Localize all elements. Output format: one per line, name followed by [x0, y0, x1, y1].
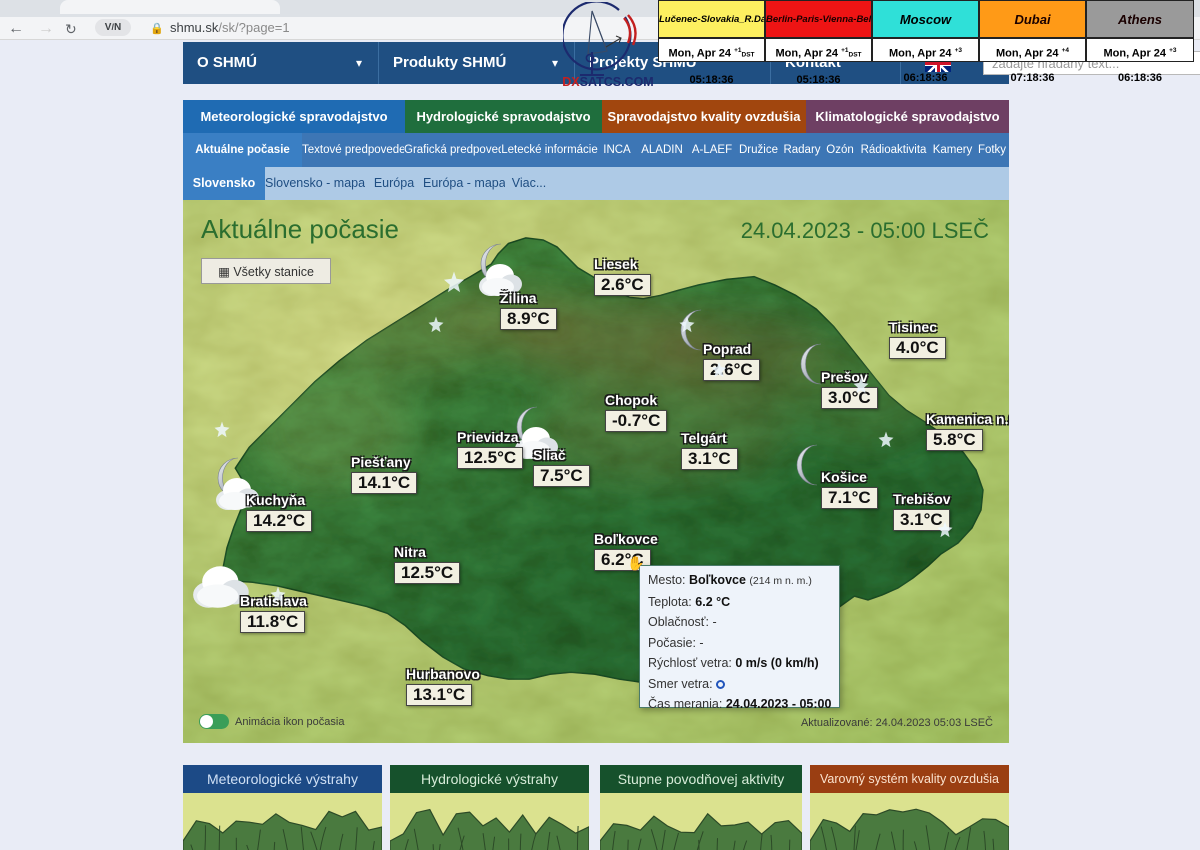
svg-text:DXSATCS.COM: DXSATCS.COM [563, 75, 654, 89]
